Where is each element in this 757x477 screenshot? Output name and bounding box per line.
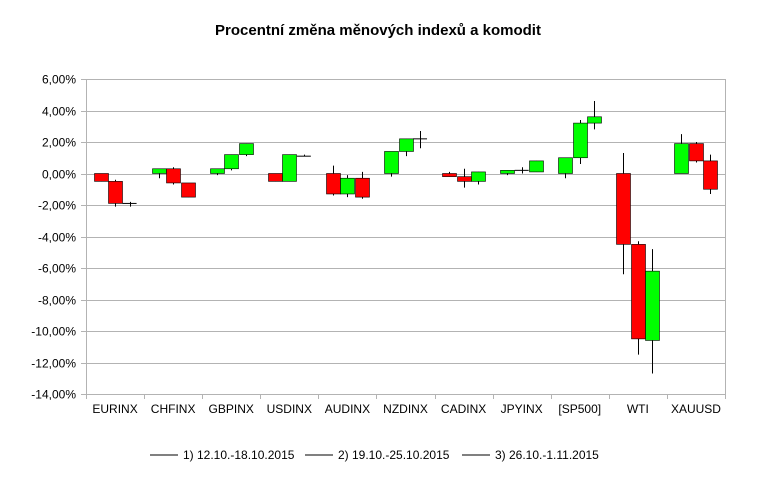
candle-body-down (442, 173, 457, 177)
y-tick-label: -10,00% (31, 325, 76, 339)
category-label: JPYINX (501, 402, 543, 416)
plot-layer (94, 101, 718, 374)
legend-label: 2) 19.10.-25.10.2015 (338, 448, 450, 462)
candle-body-down (703, 160, 718, 190)
category-label: CHFINX (151, 402, 196, 416)
candle-body-down (616, 173, 631, 245)
candle-body-up (558, 157, 573, 174)
y-tick-label: 6,00% (42, 73, 76, 87)
candle-body-up (529, 160, 544, 173)
candle-body-up (224, 154, 239, 170)
candle-body-up (152, 168, 167, 174)
candle-body-down (689, 143, 704, 162)
candle-body-up (340, 177, 355, 195)
plot-area-border (86, 79, 726, 395)
candle-body-down (457, 176, 472, 182)
candle-body-up (239, 143, 254, 155)
candle-body-up (399, 138, 414, 152)
category-label: USDINX (267, 402, 312, 416)
y-tick-label: -14,00% (31, 388, 76, 402)
axis-layer: 6,00% 4,00% 2,00% 0,00% -2,00% -4,00% -6,00% -8… (31, 73, 726, 416)
y-tick-label: 0,00% (42, 168, 76, 182)
candle-body-down (166, 168, 181, 184)
candle-body-up (471, 171, 486, 182)
candle-body-down (326, 173, 341, 195)
candle-body-down (631, 244, 646, 340)
y-tick-label: -8,00% (38, 294, 76, 308)
y-tick-label: -12,00% (31, 357, 76, 371)
candle-body-down (181, 182, 196, 198)
category-label: GBPINX (209, 402, 254, 416)
category-label: EURINX (92, 402, 137, 416)
category-label: [SP500] (558, 402, 601, 416)
category-label: AUDINX (325, 402, 370, 416)
candle-body-down (108, 181, 123, 204)
category-label: NZDINX (383, 402, 428, 416)
legend-label: 1) 12.10.-18.10.2015 (183, 448, 295, 462)
legend-label: 3) 26.10.-1.11.2015 (495, 448, 599, 462)
legend: 1) 12.10.-18.10.2015 2) 19.10.-25.10.2015… (150, 448, 599, 462)
y-tick-label: 4,00% (42, 105, 76, 119)
candle-body-down (355, 177, 370, 198)
y-tick-label: 2,00% (42, 136, 76, 150)
category-label: WTI (627, 402, 649, 416)
category-label: XAUUSD (671, 402, 721, 416)
candle-body-up (384, 151, 399, 174)
grid-layer (86, 79, 726, 395)
candle-body-up (282, 154, 297, 182)
category-label: CADINX (441, 402, 486, 416)
candle-body-up (587, 116, 602, 124)
y-tick-label: -4,00% (38, 231, 76, 245)
candle-body-up (674, 143, 689, 174)
y-tick-label: -6,00% (38, 262, 76, 276)
candle-body-down (268, 173, 283, 182)
candle-body-up (645, 270, 660, 341)
candle-body-up (210, 168, 225, 174)
candle-body-up (500, 170, 515, 174)
y-tick-label: -2,00% (38, 199, 76, 213)
candle-body-up (573, 122, 588, 159)
chart-title: Procentní změna měnových indexů a komodi… (215, 22, 541, 39)
candle-body-down (94, 173, 109, 182)
